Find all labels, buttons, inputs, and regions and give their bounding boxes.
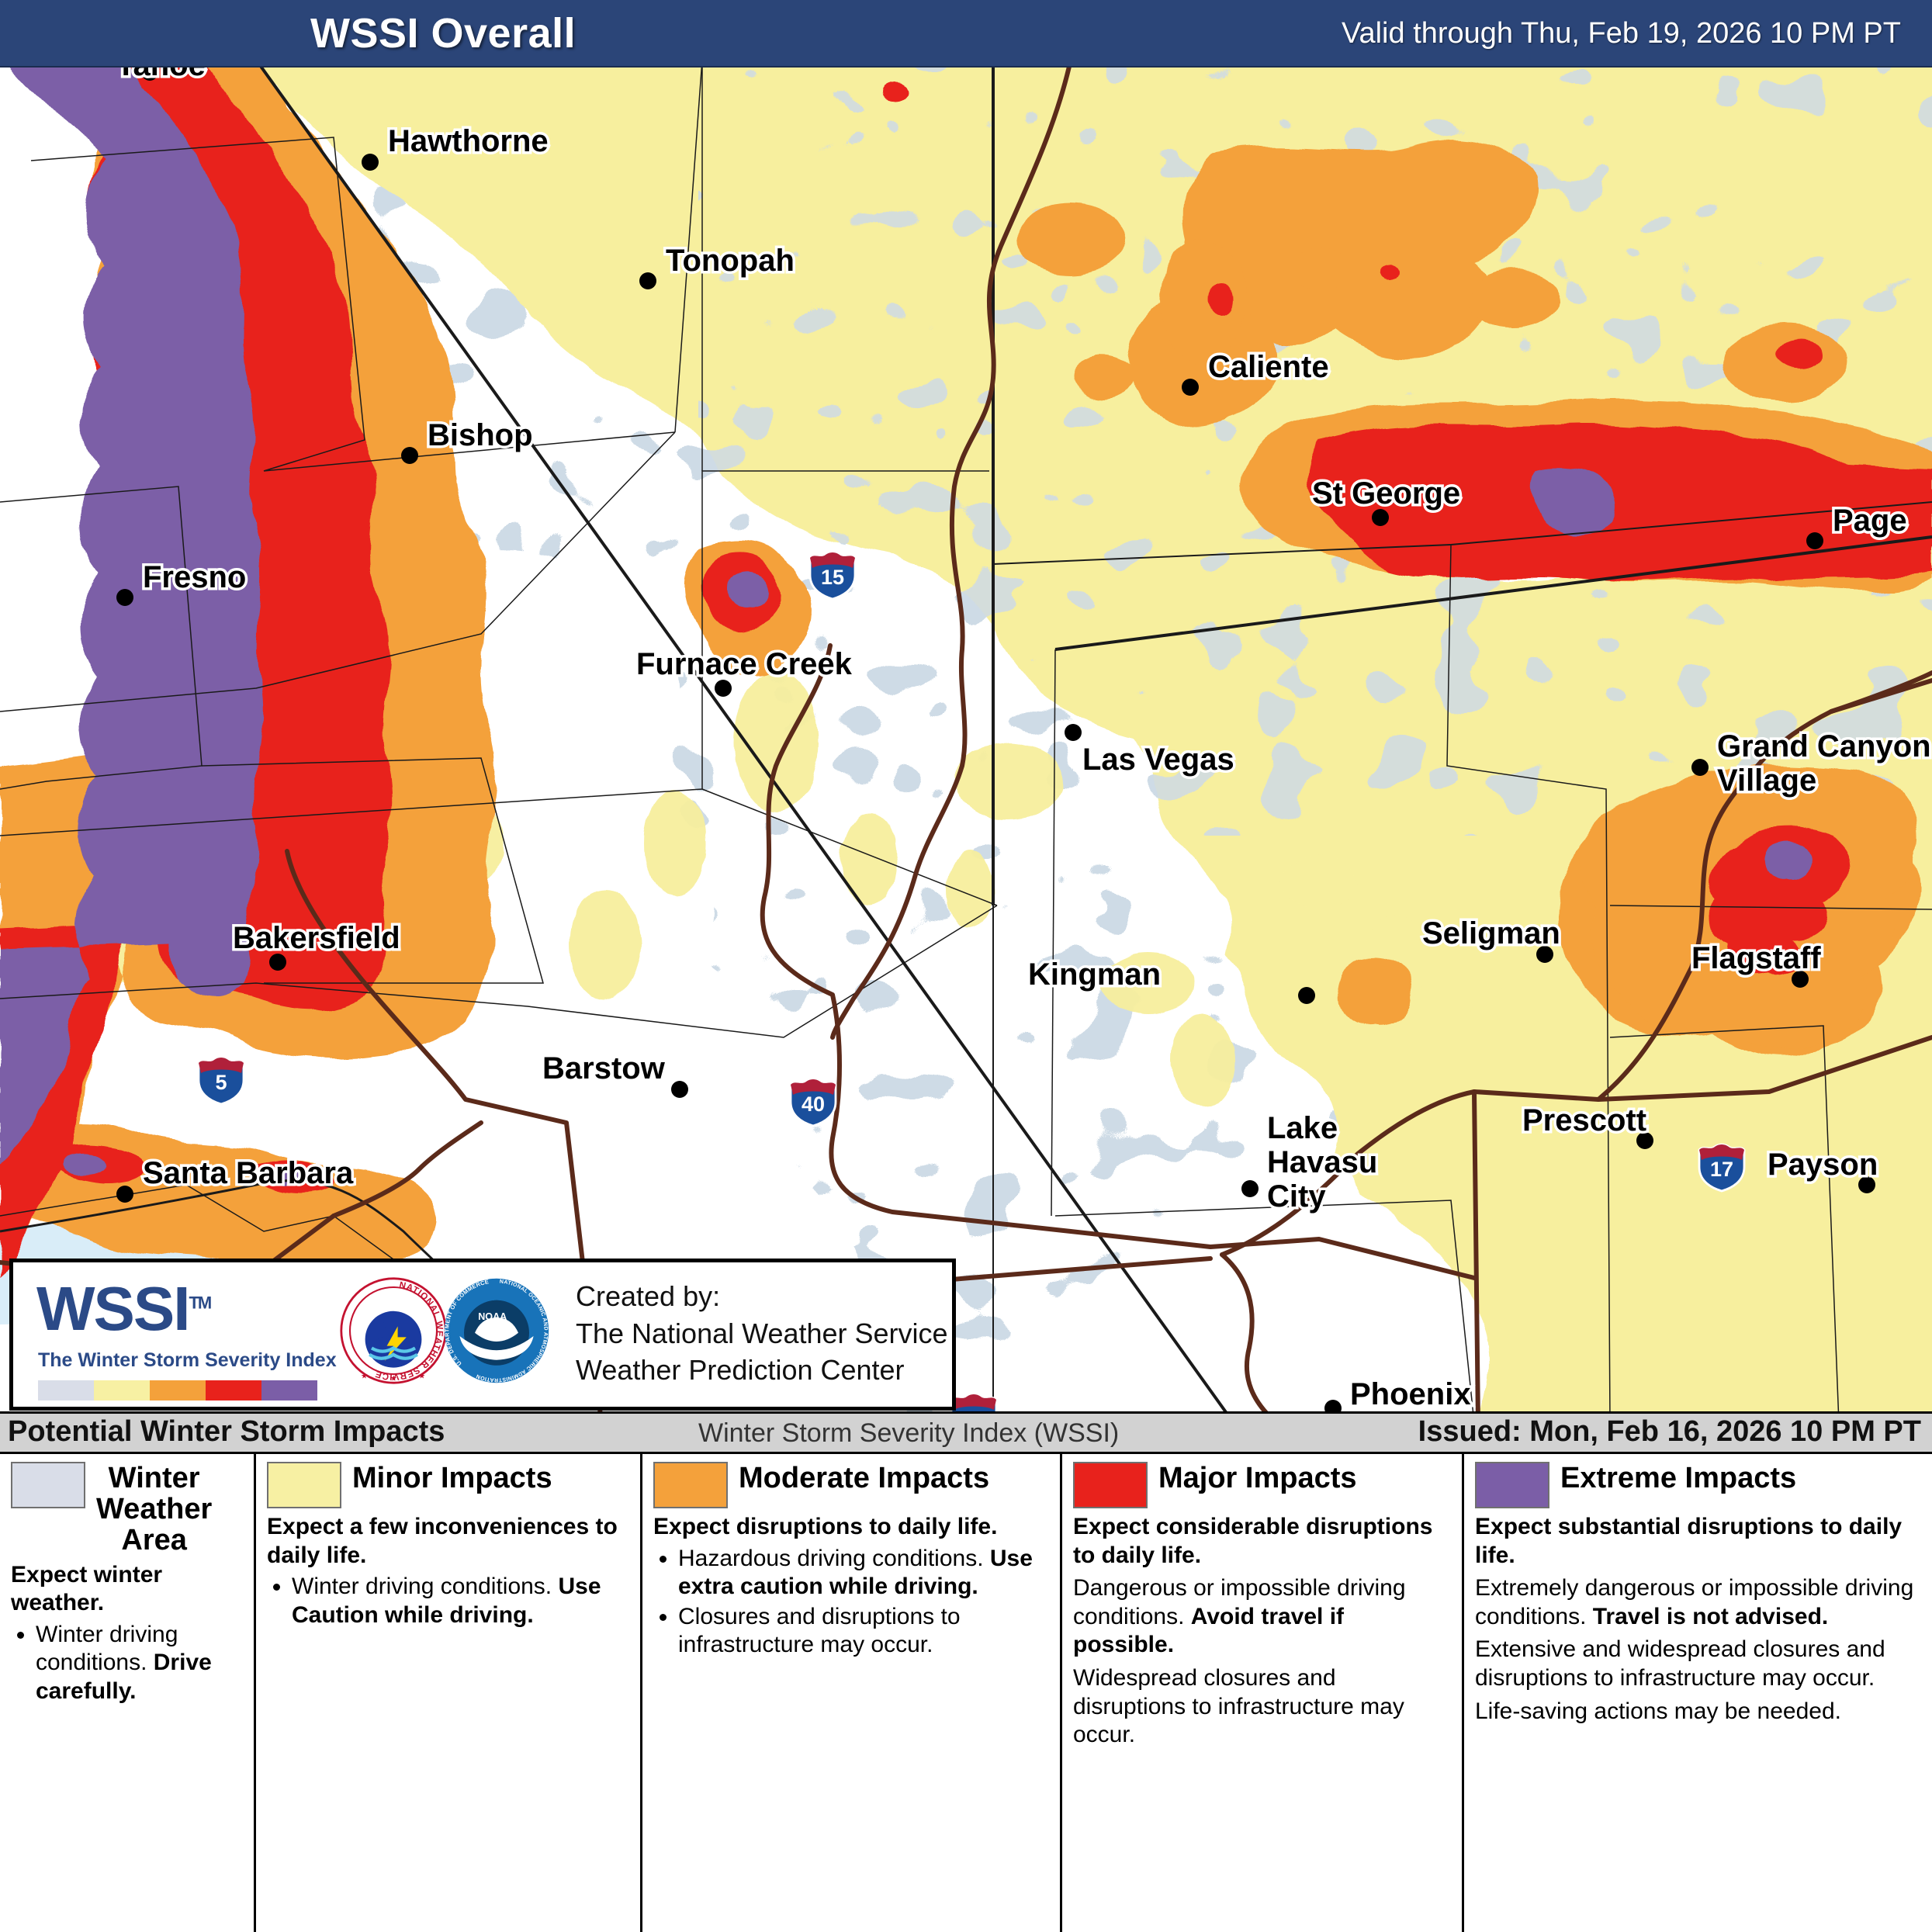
svg-text:Havasu: Havasu	[1267, 1145, 1377, 1179]
svg-text:Kingman: Kingman	[1028, 957, 1161, 992]
svg-text:Flagstaff: Flagstaff	[1691, 941, 1821, 975]
svg-text:★: ★	[361, 1373, 368, 1381]
svg-text:Village: Village	[1717, 763, 1816, 798]
svg-text:Bakersfield: Bakersfield	[233, 921, 400, 955]
svg-text:Phoenix: Phoenix	[1350, 1377, 1471, 1411]
svg-text:NOAA: NOAA	[478, 1311, 507, 1322]
svg-text:15: 15	[821, 566, 844, 589]
svg-text:Tonopah: Tonopah	[666, 244, 795, 278]
svg-text:40: 40	[802, 1092, 825, 1116]
svg-text:Page: Page	[1833, 504, 1907, 538]
svg-text:★: ★	[418, 1373, 425, 1381]
svg-text:St George: St George	[1312, 476, 1460, 511]
svg-text:Furnace Creek: Furnace Creek	[636, 647, 853, 681]
svg-text:Hawthorne: Hawthorne	[388, 124, 549, 158]
svg-text:Tahoe: Tahoe	[116, 68, 206, 82]
svg-text:Lake: Lake	[1267, 1111, 1338, 1145]
svg-text:Seligman: Seligman	[1422, 916, 1560, 950]
svg-text:5: 5	[215, 1071, 227, 1094]
svg-text:Fresno: Fresno	[143, 560, 246, 594]
svg-text:Las Vegas: Las Vegas	[1082, 743, 1234, 777]
svg-text:Grand Canyon: Grand Canyon	[1717, 729, 1931, 763]
svg-text:Payson: Payson	[1768, 1148, 1878, 1182]
svg-text:Bishop: Bishop	[428, 418, 533, 452]
svg-text:Caliente: Caliente	[1208, 350, 1329, 384]
svg-text:17: 17	[1710, 1158, 1733, 1181]
svg-text:Santa Barbara: Santa Barbara	[143, 1156, 354, 1190]
svg-text:Prescott: Prescott	[1522, 1103, 1646, 1137]
svg-text:Barstow: Barstow	[542, 1051, 666, 1085]
svg-text:City: City	[1267, 1179, 1326, 1214]
svg-text:★: ★	[390, 1374, 397, 1383]
